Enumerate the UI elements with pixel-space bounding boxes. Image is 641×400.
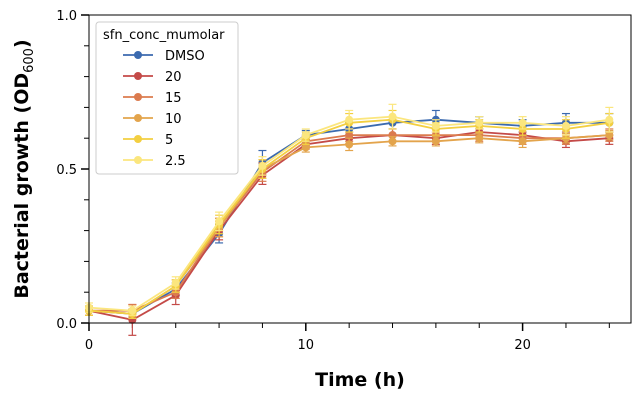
series-2-5-point — [128, 306, 137, 315]
series-2-5-point — [605, 115, 614, 124]
y-axis-title-close: ) — [11, 39, 33, 48]
legend-entry-5: 5 — [123, 133, 173, 148]
legend-label: 20 — [165, 70, 182, 85]
legend-swatch-marker — [134, 135, 142, 143]
y-axis-title-subscript: 600 — [22, 48, 37, 73]
series-10-point — [605, 131, 614, 140]
plot-frame — [88, 14, 632, 324]
series-2-5-point — [215, 217, 224, 226]
series-2-5-point — [258, 161, 267, 170]
legend-entries: DMSO 20 15 10 5 2.5 — [123, 49, 205, 169]
series-2-5-point — [171, 278, 180, 287]
y-axis-title: Bacterial growth (OD600) — [11, 39, 37, 298]
series-2-5-point — [345, 115, 354, 124]
series-10-point — [518, 137, 527, 146]
axis-layer: 0 10 20 0.0 0.5 1.0 — [56, 9, 610, 353]
legend-swatch-marker — [134, 114, 142, 122]
series-2-5-point — [561, 121, 570, 130]
legend-label: 10 — [165, 112, 182, 127]
legend-entry-15: 15 — [123, 91, 182, 106]
series-2-5-point — [388, 112, 397, 121]
series-10-point — [475, 134, 484, 143]
y-tick-label: 0.0 — [56, 317, 77, 332]
legend-swatch-marker — [134, 72, 142, 80]
legend-entry-dmso: DMSO — [123, 49, 205, 64]
series-2-5-point — [301, 131, 310, 140]
x-tick-label: 20 — [514, 338, 531, 353]
series-2-5-point — [431, 121, 440, 130]
x-tick-label: 0 — [85, 338, 93, 353]
y-tick-label: 1.0 — [56, 9, 77, 24]
legend-label: DMSO — [165, 49, 205, 64]
legend-entry-20: 20 — [123, 70, 182, 85]
legend-entry-10: 10 — [123, 112, 182, 127]
legend-box — [95, 21, 239, 175]
legend-swatch-marker — [134, 51, 142, 59]
series-layer — [85, 103, 614, 336]
y-tick-label: 0.5 — [56, 163, 77, 178]
series-10-point — [345, 140, 354, 149]
legend-label: 5 — [165, 133, 173, 148]
legend-entry-2-5: 2.5 — [123, 154, 186, 169]
legend-label: 15 — [165, 91, 182, 106]
series-2-5 — [85, 103, 614, 316]
y-axis-title-main: Bacterial growth (OD — [11, 73, 33, 299]
series-15-point — [345, 131, 354, 140]
legend-swatch-marker — [134, 156, 142, 164]
x-axis-title: Time (h) — [315, 369, 405, 391]
legend: sfn_conc_mumolar DMSO 20 15 10 5 2.5 — [95, 21, 239, 175]
series-2-5-point — [518, 118, 527, 127]
legend-title: sfn_conc_mumolar — [103, 28, 225, 43]
legend-label: 2.5 — [165, 154, 186, 169]
x-tick-label: 10 — [298, 338, 315, 353]
series-10-point — [301, 143, 310, 152]
series-10-point — [388, 137, 397, 146]
series-2-5-point — [475, 118, 484, 127]
legend-swatch-marker — [134, 93, 142, 101]
series-10-point — [431, 137, 440, 146]
